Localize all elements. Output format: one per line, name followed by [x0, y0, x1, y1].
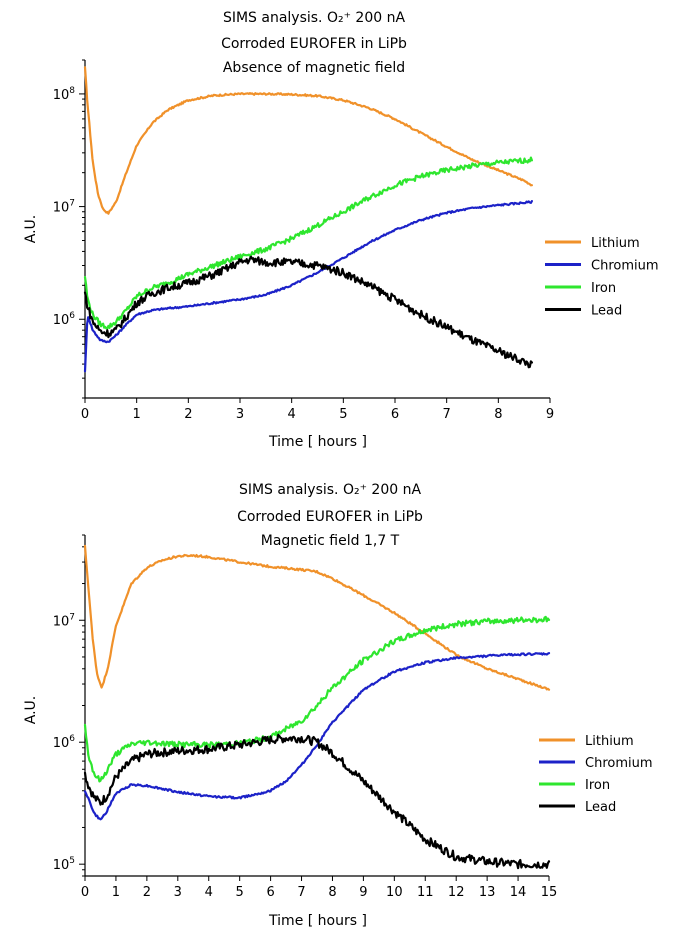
chart-top-y-tick-label: 106 — [53, 311, 76, 328]
chart-bottom-x-tick-label: 7 — [297, 885, 305, 900]
chart-bottom-title-line-1: SIMS analysis. O₂⁺ 200 nA — [239, 482, 422, 498]
chart-top-series-iron — [83, 156, 533, 330]
chart-bottom-legend-label-lithium: Lithium — [585, 734, 634, 749]
chart-bottom-x-tick-label: 14 — [510, 885, 527, 900]
chart-bottom-legend: Lithium Chromium Iron Lead — [539, 734, 653, 815]
chart-top-x-tick-label: 0 — [81, 407, 89, 422]
chart-bottom-x-tick-label: 12 — [448, 885, 465, 900]
chart-top-series-lithium — [83, 66, 533, 215]
chart-bottom-series-iron — [83, 615, 551, 783]
chart-bottom-x-tick-label: 1 — [112, 885, 120, 900]
chart-top-legend: Lithium Chromium Iron Lead — [545, 236, 659, 319]
chart-bottom-x-tick-label: 5 — [236, 885, 244, 900]
chart-top-x-axis-label: Time [ hours ] — [268, 434, 367, 450]
chart-top-x-tick-label: 5 — [339, 407, 347, 422]
chart-bottom-y-tick-label: 107 — [53, 612, 75, 629]
chart-top-x-tick-label: 4 — [288, 407, 296, 422]
chart-top-axes — [84, 60, 550, 399]
chart-top-legend-label-lead: Lead — [591, 304, 622, 319]
chart-bottom-x-tick-label: 4 — [205, 885, 213, 900]
chart-top-x-tick-label: 9 — [546, 407, 554, 422]
chart-bottom-x-tick-label: 13 — [479, 885, 496, 900]
chart-bottom-legend-label-iron: Iron — [585, 778, 610, 793]
chart-bottom-legend-label-chromium: Chromium — [585, 756, 653, 771]
chart-top-x-tick-label: 1 — [133, 407, 141, 422]
chart-top-y-ticks: 106 107 108 — [53, 59, 85, 399]
chart-top-title-line-1: SIMS analysis. O₂⁺ 200 nA — [223, 10, 406, 26]
chart-bottom-y-tick-label: 105 — [53, 856, 75, 873]
chart-top-legend-label-lithium: Lithium — [591, 236, 640, 251]
chart-bottom-series-lead — [83, 733, 551, 870]
chart-top-x-tick-label: 6 — [391, 407, 399, 422]
chart-bottom-plot-area — [83, 544, 551, 870]
chart-bottom-x-ticks: 0 1 2 3 4 5 6 7 8 9 10 11 12 13 14 15 — [81, 876, 557, 900]
chart-bottom-series-chromium — [83, 652, 551, 821]
chart-top-y-tick-label: 108 — [53, 86, 76, 103]
chart-bottom: SIMS analysis. O₂⁺ 200 nA Corroded EUROF… — [23, 482, 653, 929]
chart-top-title-line-2: Corroded EUROFER in LiPb — [221, 36, 407, 52]
chart-bottom-title-line-2: Corroded EUROFER in LiPb — [237, 509, 423, 525]
chart-bottom-x-tick-label: 0 — [81, 885, 89, 900]
chart-bottom-x-tick-label: 9 — [359, 885, 367, 900]
chart-top-legend-label-chromium: Chromium — [591, 259, 659, 274]
chart-top-legend-label-iron: Iron — [591, 281, 616, 296]
chart-bottom-series-lithium — [83, 544, 551, 691]
chart-bottom-y-axis-label: A.U. — [23, 696, 39, 724]
chart-bottom-x-tick-label: 6 — [266, 885, 274, 900]
chart-bottom-y-ticks: 105 106 107 — [53, 534, 85, 877]
chart-bottom-legend-label-lead: Lead — [585, 800, 616, 815]
chart-bottom-y-tick-label: 106 — [53, 734, 76, 751]
chart-top: SIMS analysis. O₂⁺ 200 nA Corroded EUROF… — [23, 10, 659, 450]
chart-bottom-x-tick-label: 3 — [174, 885, 182, 900]
chart-top-x-tick-label: 7 — [443, 407, 451, 422]
chart-top-x-tick-label: 2 — [184, 407, 192, 422]
chart-bottom-x-tick-label: 8 — [328, 885, 336, 900]
chart-bottom-title-line-3: Magnetic field 1,7 T — [261, 533, 400, 549]
chart-top-title-line-3: Absence of magnetic field — [223, 60, 405, 76]
chart-top-plot-area — [83, 66, 533, 373]
chart-top-series-lead — [83, 255, 533, 369]
chart-top-series-chromium — [83, 200, 533, 373]
chart-top-x-ticks: 0 1 2 3 4 5 6 7 8 9 — [81, 398, 554, 422]
chart-top-y-tick-label: 107 — [53, 199, 75, 216]
chart-top-y-axis-label: A.U. — [23, 215, 39, 243]
chart-bottom-x-tick-label: 15 — [541, 885, 558, 900]
chart-bottom-x-axis-label: Time [ hours ] — [268, 913, 367, 929]
chart-bottom-x-tick-label: 11 — [417, 885, 434, 900]
chart-top-x-tick-label: 8 — [494, 407, 502, 422]
chart-bottom-x-tick-label: 10 — [386, 885, 403, 900]
chart-top-x-tick-label: 3 — [236, 407, 244, 422]
chart-bottom-x-tick-label: 2 — [143, 885, 151, 900]
